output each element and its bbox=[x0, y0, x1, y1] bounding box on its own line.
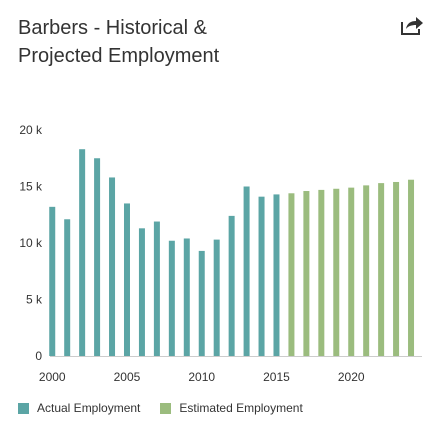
x-tick-label: 2000 bbox=[39, 370, 66, 384]
bar-actual[interactable] bbox=[153, 221, 160, 356]
bar-estimated[interactable] bbox=[393, 181, 400, 356]
bar-actual[interactable] bbox=[109, 177, 116, 356]
bar-estimated[interactable] bbox=[318, 189, 325, 356]
legend: Actual Employment Estimated Employment bbox=[18, 399, 323, 417]
chart-title-line1: Barbers - Historical & bbox=[18, 17, 207, 39]
x-tick-label: 2010 bbox=[188, 370, 215, 384]
bar-estimated[interactable] bbox=[408, 179, 415, 356]
legend-swatch-estimated bbox=[160, 402, 172, 414]
legend-item-actual[interactable]: Actual Employment bbox=[18, 401, 140, 415]
legend-label-estimated: Estimated Employment bbox=[179, 401, 303, 415]
bar-estimated[interactable] bbox=[333, 188, 340, 356]
bar-actual[interactable] bbox=[138, 228, 145, 356]
bar-actual[interactable] bbox=[243, 186, 250, 357]
bar-actual[interactable] bbox=[183, 238, 190, 356]
x-tick-label: 2005 bbox=[114, 370, 141, 384]
y-tick-label: 20 k bbox=[19, 123, 43, 137]
legend-item-estimated[interactable]: Estimated Employment bbox=[160, 401, 303, 415]
y-tick-label: 15 k bbox=[19, 180, 43, 194]
y-tick-label: 5 k bbox=[26, 293, 43, 307]
x-tick-label: 2020 bbox=[338, 370, 365, 384]
bar-estimated[interactable] bbox=[348, 187, 355, 356]
share-arrow-icon[interactable] bbox=[400, 14, 424, 36]
legend-label-actual: Actual Employment bbox=[37, 401, 141, 415]
bar-actual[interactable] bbox=[94, 158, 101, 356]
y-tick-label: 0 bbox=[35, 349, 42, 363]
bar-actual[interactable] bbox=[79, 149, 86, 356]
chart-title: Barbers - Historical & Projected Employm… bbox=[18, 14, 378, 70]
bar-actual[interactable] bbox=[273, 194, 280, 356]
bar-actual[interactable] bbox=[123, 203, 130, 356]
bar-estimated[interactable] bbox=[303, 191, 310, 356]
bar-actual[interactable] bbox=[213, 239, 220, 356]
bar-actual[interactable] bbox=[64, 219, 71, 356]
bar-actual[interactable] bbox=[228, 215, 235, 356]
bar-estimated[interactable] bbox=[288, 193, 295, 356]
chart-title-line2: Projected Employment bbox=[18, 45, 220, 67]
bar-actual[interactable] bbox=[198, 250, 205, 356]
x-tick-label: 2015 bbox=[263, 370, 290, 384]
legend-swatch-actual bbox=[18, 402, 29, 414]
bar-actual[interactable] bbox=[49, 206, 56, 356]
bar-actual[interactable] bbox=[168, 240, 175, 356]
bar-estimated[interactable] bbox=[378, 183, 385, 356]
bar-actual[interactable] bbox=[258, 196, 265, 356]
y-tick-label: 10 k bbox=[19, 236, 43, 250]
bar-estimated[interactable] bbox=[363, 185, 370, 356]
